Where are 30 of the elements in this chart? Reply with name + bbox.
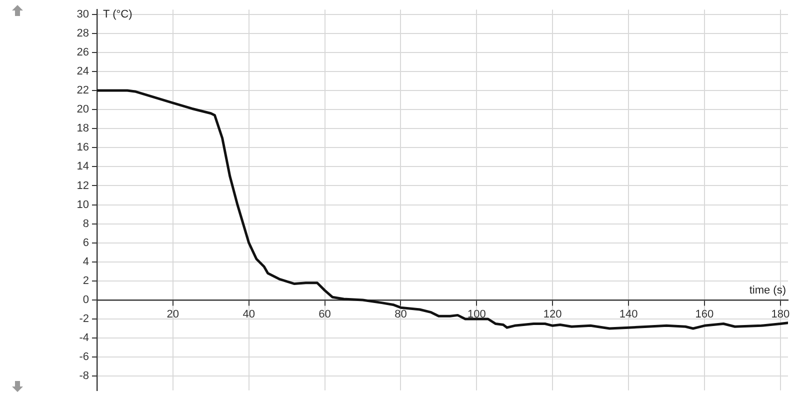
y-tick-label: 0 xyxy=(82,294,89,306)
y-tick-label: -8 xyxy=(79,370,89,382)
y-tick-label: 20 xyxy=(76,104,89,116)
y-tick-label: 22 xyxy=(76,84,89,97)
y-tick-label: -2 xyxy=(79,313,89,326)
x-tick-label: 160 xyxy=(695,308,714,321)
y-tick-label: -4 xyxy=(79,332,89,344)
y-tick-label: 30 xyxy=(76,8,89,20)
y-tick-label: 4 xyxy=(82,256,89,268)
x-tick-label: 140 xyxy=(619,308,638,321)
x-axis-title: time (s) xyxy=(749,284,786,296)
y-tick-label: 6 xyxy=(82,236,89,249)
x-tick-label: 20 xyxy=(166,308,180,321)
y-tick-label: 28 xyxy=(76,27,89,40)
y-tick-label: 24 xyxy=(76,66,89,78)
y-tick-label: 18 xyxy=(76,122,89,135)
y-tick-label: 16 xyxy=(76,142,89,154)
x-tick-label: 120 xyxy=(543,308,562,321)
y-tick-label: 26 xyxy=(76,46,89,58)
x-tick-label: 80 xyxy=(394,308,407,321)
x-tick-label: 40 xyxy=(242,308,255,321)
y-tick-label: 10 xyxy=(76,198,89,211)
y-tick-label: 2 xyxy=(82,274,89,287)
y-tick-label: -6 xyxy=(79,351,89,364)
x-tick-label: 60 xyxy=(318,308,331,321)
y-tick-label: 14 xyxy=(76,160,89,173)
y-axis-title: T (°C) xyxy=(103,8,132,20)
x-tick-label: 180 xyxy=(771,308,790,321)
y-tick-label: 12 xyxy=(76,180,89,192)
y-tick-label: 8 xyxy=(82,218,89,230)
